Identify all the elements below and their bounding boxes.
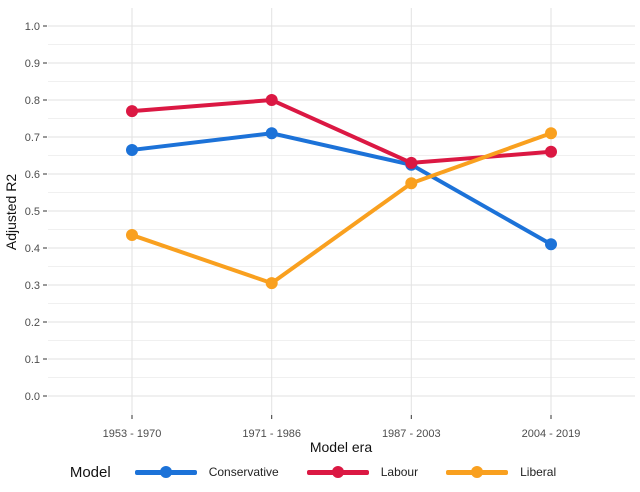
- series-liberal: [126, 127, 557, 290]
- legend-label-conservative: Conservative: [208, 465, 279, 479]
- legend-item-labour: Labour: [306, 465, 419, 479]
- liberal-point-3: [545, 127, 557, 140]
- conservative-swatch-dot: [159, 466, 172, 478]
- axis-tick-labels: 1.0 0.9 0.8 0.7 0.6 0.5 0.4 0.3 0.2 0.1 0.0 1953 - …: [25, 21, 581, 440]
- conservative-point-1: [265, 127, 278, 140]
- legend-label-labour: Labour: [380, 465, 419, 479]
- y-tick-label: 0.0: [25, 391, 40, 403]
- y-tick-label: 0.3: [25, 280, 40, 292]
- liberal-point-1: [265, 277, 278, 290]
- minor-gridlines: [48, 44, 635, 378]
- labour-point-1: [265, 94, 278, 106]
- labour-point-3: [545, 145, 557, 158]
- conservative-line-swatch: [134, 465, 197, 479]
- data-series: [126, 94, 557, 290]
- y-tick-label: 0.2: [25, 317, 40, 329]
- liberal-swatch-dot: [471, 466, 484, 478]
- conservative-point-0: [126, 143, 138, 156]
- labour-swatch-dot: [331, 466, 344, 478]
- legend-label-liberal: Liberal: [520, 465, 557, 479]
- liberal-line-swatch: [446, 465, 509, 479]
- liberal-point-2: [405, 177, 418, 190]
- y-tick-label: 1.0: [25, 21, 40, 33]
- liberal-line: [131, 131, 552, 286]
- legend-item-liberal: Liberal: [446, 465, 556, 479]
- x-tick-label: 1971 - 1986: [242, 428, 301, 440]
- y-axis-title: Adjusted R2: [3, 174, 19, 250]
- liberal-point-0: [126, 229, 138, 242]
- y-tick-label: 0.5: [25, 206, 40, 218]
- labour-line-swatch: [306, 465, 369, 479]
- y-tick-label: 0.9: [25, 58, 40, 70]
- x-tick-label: 1953 - 1970: [103, 428, 162, 440]
- legend: Model Conservative Labour Liberal: [0, 456, 640, 488]
- labour-point-2: [405, 156, 418, 169]
- series-labour: [126, 94, 557, 169]
- major-gridlines: [48, 8, 635, 415]
- y-tick-label: 0.1: [25, 354, 40, 366]
- conservative-line: [131, 131, 552, 247]
- legend-title: Model: [69, 463, 111, 481]
- labour-line: [131, 97, 552, 165]
- x-tick-label: 2004 - 2019: [522, 428, 581, 440]
- x-axis-title: Model era: [310, 439, 372, 455]
- y-tick-label: 0.7: [25, 132, 40, 144]
- line-chart: 1.0 0.9 0.8 0.7 0.6 0.5 0.4 0.3 0.2 0.1 0.0 1953 - …: [3, 8, 635, 455]
- y-tick-label: 0.6: [25, 169, 40, 181]
- conservative-point-3: [545, 238, 557, 251]
- y-tick-label: 0.8: [25, 95, 40, 107]
- labour-point-0: [126, 105, 138, 118]
- axis-tick-marks: [43, 25, 552, 419]
- y-tick-label: 0.4: [25, 243, 40, 255]
- x-tick-label: 1987 - 2003: [382, 428, 441, 440]
- legend-item-conservative: Conservative: [134, 465, 279, 479]
